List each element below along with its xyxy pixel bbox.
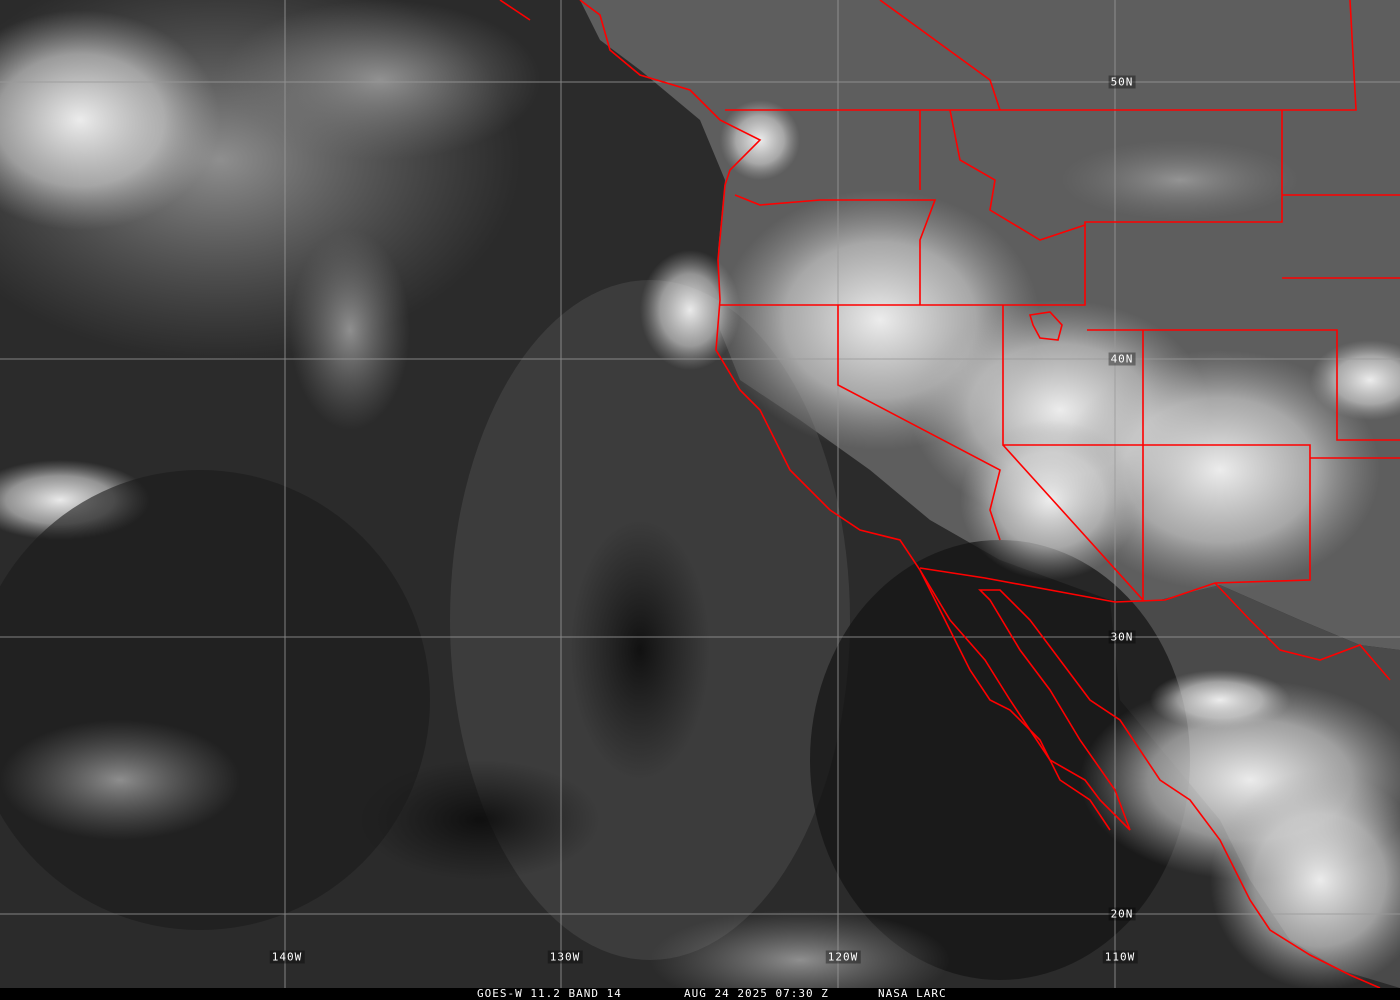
mexico-coast-east bbox=[1214, 582, 1391, 681]
wa-or-border bbox=[734, 194, 937, 305]
ca-nv-border bbox=[837, 305, 1001, 541]
longitude-label-120w: 120W bbox=[825, 950, 861, 964]
us-canada-border bbox=[725, 0, 1357, 111]
latitude-label-50n: 50N bbox=[1108, 75, 1136, 89]
nm-border bbox=[1142, 330, 1400, 459]
or-ca-border bbox=[720, 110, 1400, 441]
longitude-label-140w: 140W bbox=[269, 950, 305, 964]
lake-outline bbox=[1028, 311, 1063, 341]
satellite-band-label: GOES-W 11.2 BAND 14 bbox=[477, 987, 622, 1000]
coastline bbox=[499, 0, 1381, 988]
id-border bbox=[919, 109, 1086, 241]
latitude-label-30n: 30N bbox=[1108, 630, 1136, 644]
timestamp-label: AUG 24 2025 07:30 Z bbox=[684, 987, 829, 1000]
latitude-label-20n: 20N bbox=[1108, 907, 1136, 921]
longitude-label-110w: 110W bbox=[1102, 950, 1138, 964]
credit-label: NASA LARC bbox=[878, 987, 947, 1000]
longitude-label-130w: 130W bbox=[547, 950, 583, 964]
latitude-label-40n: 40N bbox=[1108, 352, 1136, 366]
caption-bar: GOES-W 11.2 BAND 14 AUG 24 2025 07:30 Z … bbox=[0, 988, 1400, 1000]
political-boundaries bbox=[499, 0, 1400, 988]
baja-west-coast bbox=[919, 569, 1111, 831]
